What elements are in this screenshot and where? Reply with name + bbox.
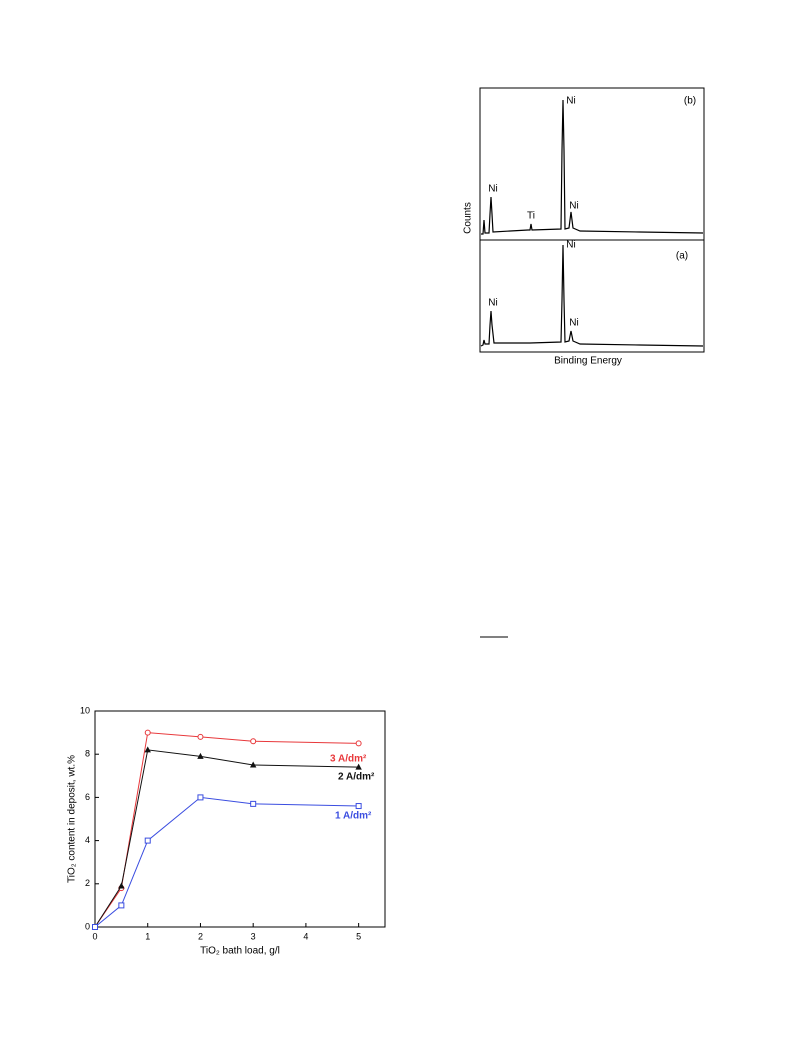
y-tick-label: 4 (85, 835, 90, 845)
x-tick-label: 5 (356, 931, 361, 941)
legend-label: 1 A/dm² (335, 811, 372, 822)
marker (144, 746, 151, 753)
peak-label: Ni (566, 240, 575, 251)
marker (118, 902, 125, 909)
y-axis-label: TiO₂ content in deposit, wt.% (67, 755, 78, 883)
marker (144, 837, 151, 844)
marker (92, 924, 98, 930)
y-tick-label: 8 (85, 749, 90, 759)
peak-label: Ni (488, 298, 497, 309)
plot-frame (94, 710, 386, 928)
panel-label: (b) (684, 96, 696, 107)
marker (144, 729, 151, 736)
spectrum-a (480, 244, 704, 347)
peak-label: Ni (488, 184, 497, 195)
y-tick-label: 6 (85, 792, 90, 802)
series-line (94, 796, 359, 928)
series-line (94, 732, 359, 928)
marker (250, 738, 257, 745)
panel-label: (a) (676, 251, 688, 262)
peak-label: Ni (569, 201, 578, 212)
marker (249, 761, 257, 768)
marker (197, 752, 204, 759)
y-tick-label: 10 (80, 705, 90, 715)
y-tick-label: 2 (85, 878, 90, 888)
x-axis-label: Binding Energy (554, 356, 622, 367)
y-tick-label: 0 (85, 921, 90, 931)
x-axis-label: TiO₂ bath load, g/l (200, 946, 280, 957)
marker (118, 882, 125, 889)
marker (355, 803, 362, 810)
peak-label: Ni (569, 318, 578, 329)
x-tick-label: 4 (303, 931, 308, 941)
legend-label: 2 A/dm² (338, 772, 375, 783)
marker (250, 800, 257, 807)
x-tick-label: 3 (251, 931, 256, 941)
marker (355, 763, 362, 770)
spectrum-frame (479, 87, 705, 353)
marker (197, 794, 204, 801)
x-tick-label: 1 (145, 931, 150, 941)
series-line (94, 749, 359, 928)
spectrum-figure: (b) (a) Ni Ti Ni Ni Ni Ni Ni Counts Bind… (463, 87, 705, 367)
spectrum-b (481, 99, 704, 235)
x-tick-label: 0 (92, 931, 97, 941)
line-chart: 0 1 2 3 4 5 0 2 4 6 8 10 TiO₂ bath load, g/l TiO₂ con… (67, 705, 386, 957)
peak-label: Ni (566, 96, 575, 107)
legend-label: 3 A/dm² (330, 754, 367, 765)
y-axis-label: Counts (463, 202, 474, 234)
peak-label: Ti (527, 211, 535, 222)
marker (197, 733, 204, 740)
marker (355, 740, 362, 747)
x-tick-label: 2 (198, 931, 203, 941)
